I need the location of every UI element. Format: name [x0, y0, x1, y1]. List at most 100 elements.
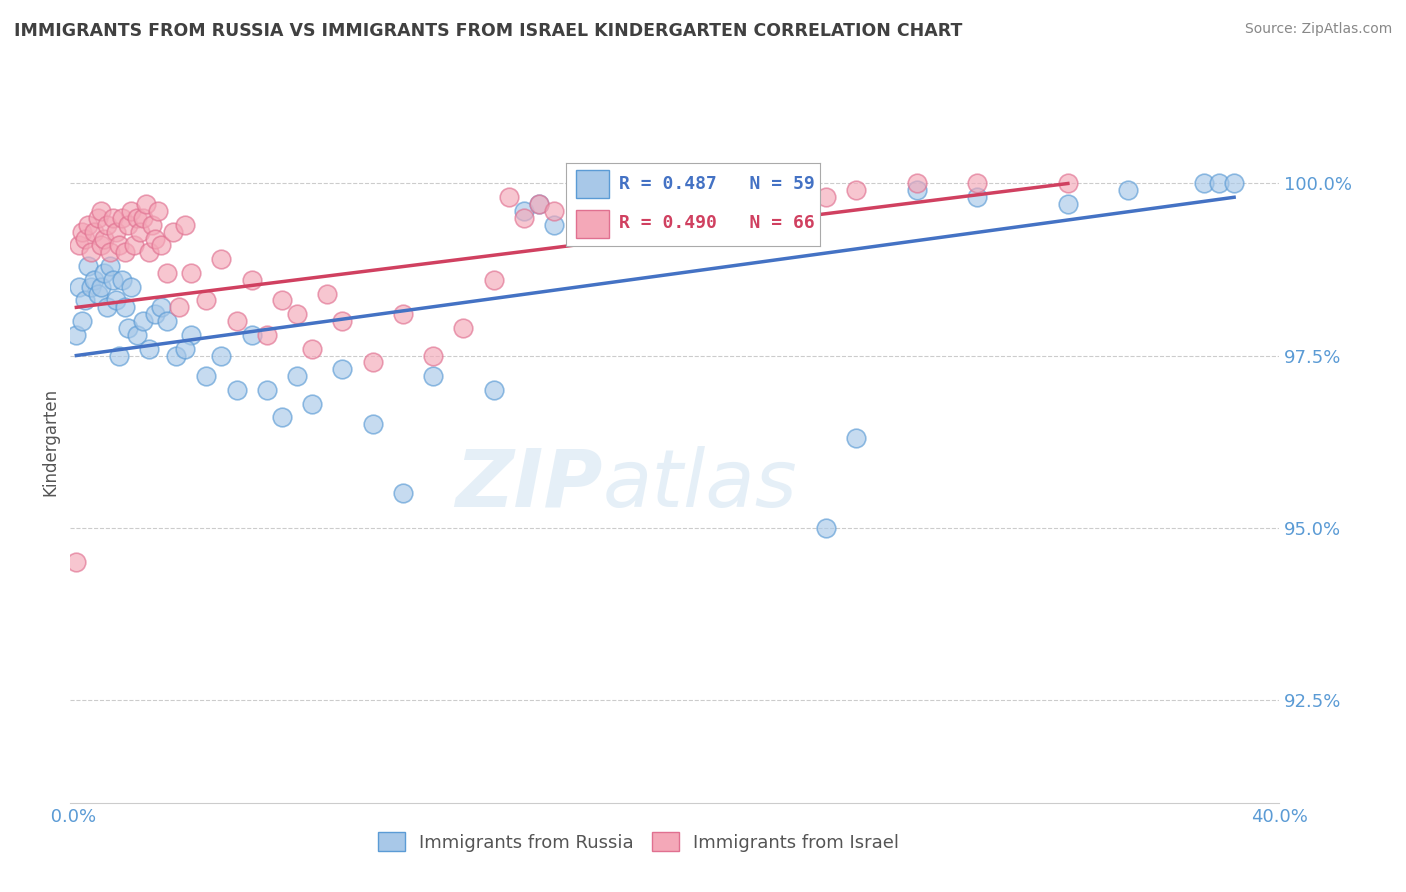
- Point: [527, 197, 550, 211]
- Point: [482, 273, 505, 287]
- Point: [845, 183, 868, 197]
- Point: [120, 279, 142, 293]
- Point: [543, 204, 565, 219]
- Point: [815, 520, 838, 534]
- Point: [195, 293, 218, 308]
- Point: [93, 266, 115, 280]
- Point: [603, 204, 626, 219]
- Point: [482, 383, 505, 397]
- Point: [65, 327, 87, 342]
- Point: [785, 204, 807, 219]
- Point: [75, 231, 97, 245]
- Point: [211, 252, 233, 267]
- Point: [174, 342, 197, 356]
- Point: [361, 355, 384, 369]
- Point: [240, 273, 263, 287]
- Point: [543, 218, 565, 232]
- Legend: Immigrants from Russia, Immigrants from Israel: Immigrants from Russia, Immigrants from …: [371, 825, 907, 859]
- Text: Source: ZipAtlas.com: Source: ZipAtlas.com: [1244, 22, 1392, 37]
- Point: [724, 177, 747, 191]
- Point: [72, 314, 94, 328]
- Point: [98, 259, 121, 273]
- Point: [162, 225, 184, 239]
- Point: [422, 369, 444, 384]
- Text: atlas: atlas: [602, 446, 797, 524]
- Point: [120, 204, 142, 219]
- Point: [98, 245, 121, 260]
- Point: [135, 197, 157, 211]
- Point: [422, 349, 444, 363]
- Point: [574, 211, 596, 225]
- Point: [128, 225, 150, 239]
- Point: [132, 211, 155, 225]
- Point: [125, 327, 148, 342]
- Point: [138, 245, 160, 260]
- Point: [86, 286, 108, 301]
- Point: [86, 211, 108, 225]
- Point: [150, 238, 173, 252]
- Point: [122, 238, 145, 252]
- Point: [143, 307, 166, 321]
- Point: [1057, 197, 1080, 211]
- Point: [150, 301, 173, 315]
- Point: [125, 211, 148, 225]
- Point: [1208, 177, 1230, 191]
- Point: [65, 555, 87, 569]
- Point: [256, 383, 278, 397]
- Point: [301, 397, 323, 411]
- Point: [156, 314, 179, 328]
- Point: [966, 177, 988, 191]
- Point: [141, 218, 163, 232]
- Y-axis label: Kindergarten: Kindergarten: [41, 387, 59, 496]
- Point: [90, 279, 111, 293]
- Point: [815, 190, 838, 204]
- Point: [301, 342, 323, 356]
- Point: [633, 197, 655, 211]
- Point: [180, 327, 202, 342]
- Point: [225, 314, 247, 328]
- Point: [180, 266, 202, 280]
- Point: [114, 301, 136, 315]
- Point: [80, 279, 103, 293]
- Point: [117, 321, 139, 335]
- Point: [845, 431, 868, 445]
- Point: [724, 197, 747, 211]
- Point: [138, 342, 160, 356]
- Point: [316, 286, 339, 301]
- Point: [1057, 177, 1080, 191]
- Point: [391, 486, 415, 500]
- Point: [513, 204, 536, 219]
- Point: [96, 301, 118, 315]
- Point: [332, 362, 354, 376]
- Point: [905, 177, 928, 191]
- Point: [104, 225, 127, 239]
- Point: [527, 197, 550, 211]
- Point: [664, 197, 686, 211]
- Point: [1118, 183, 1140, 197]
- Point: [77, 218, 100, 232]
- Point: [513, 211, 536, 225]
- Point: [143, 231, 166, 245]
- Point: [101, 211, 124, 225]
- Point: [96, 218, 118, 232]
- Point: [361, 417, 384, 432]
- Point: [966, 190, 988, 204]
- Point: [104, 293, 127, 308]
- Point: [107, 238, 129, 252]
- Point: [664, 190, 686, 204]
- Point: [167, 301, 190, 315]
- Point: [174, 218, 197, 232]
- Point: [117, 218, 139, 232]
- Point: [285, 369, 308, 384]
- Point: [285, 307, 308, 321]
- Point: [80, 245, 103, 260]
- Point: [83, 225, 105, 239]
- Point: [146, 204, 169, 219]
- Point: [72, 225, 94, 239]
- Point: [165, 349, 187, 363]
- Point: [574, 218, 596, 232]
- Text: IMMIGRANTS FROM RUSSIA VS IMMIGRANTS FROM ISRAEL KINDERGARTEN CORRELATION CHART: IMMIGRANTS FROM RUSSIA VS IMMIGRANTS FRO…: [14, 22, 963, 40]
- Point: [83, 273, 105, 287]
- Point: [111, 211, 134, 225]
- Point: [905, 183, 928, 197]
